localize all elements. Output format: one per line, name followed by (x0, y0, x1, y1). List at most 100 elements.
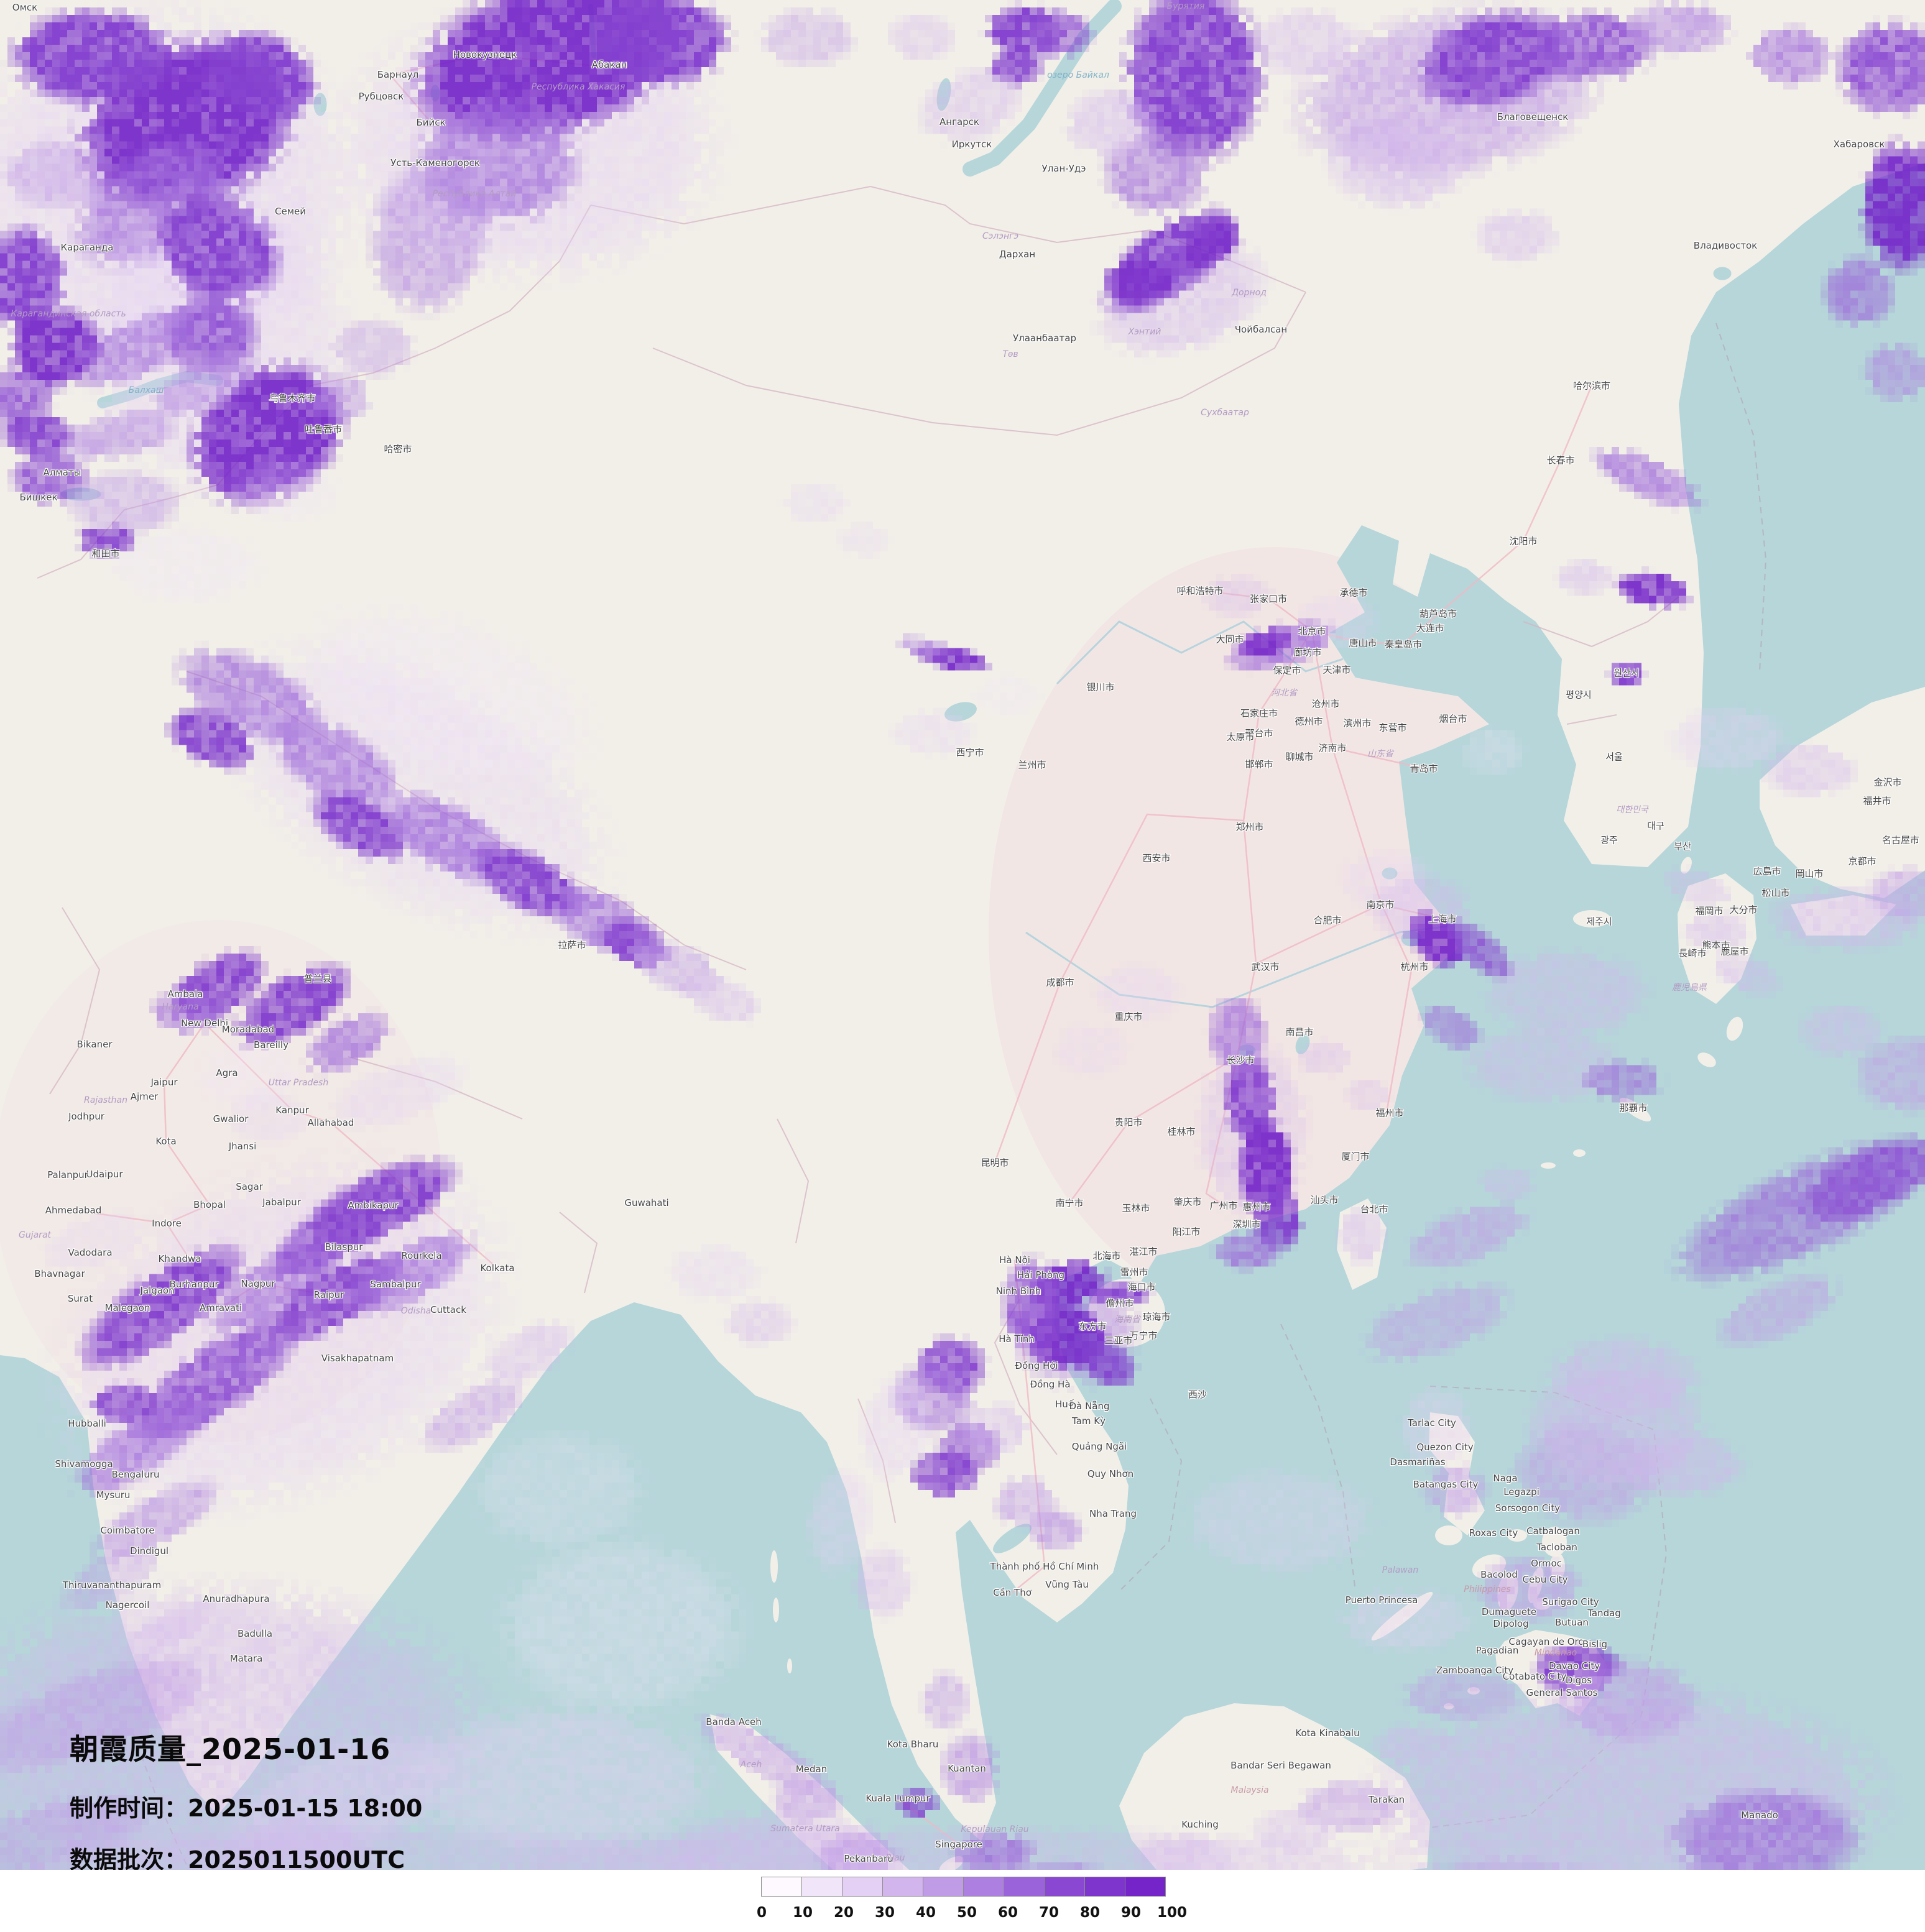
map-label: Agra (216, 1067, 238, 1079)
map-label: 哈密市 (384, 443, 412, 455)
map-label: 乌鲁木齐市 (269, 392, 316, 404)
map-label: Благовещенск (1497, 111, 1569, 122)
map-label: Барнаул (377, 69, 419, 80)
map-label: 海口市 (1127, 1281, 1156, 1293)
map-label: 대구 (1647, 820, 1664, 832)
legend-bar: 0 10 20 30 40 50 60 70 80 90 100 (0, 1870, 1925, 1932)
map-label: Hải Phòng (1017, 1269, 1065, 1281)
map-label: Rajasthan (84, 1095, 127, 1105)
map-label: 郑州市 (1235, 821, 1264, 833)
map-label: Семей (275, 206, 306, 217)
map-label: 拉萨市 (558, 939, 586, 951)
map-label: 东方市 (1078, 1320, 1107, 1332)
map-label: 深圳市 (1232, 1218, 1261, 1230)
map-label: 福井市 (1863, 795, 1891, 807)
map-label: Hubballi (68, 1418, 106, 1429)
map-label: Shivamogga (55, 1458, 113, 1470)
map-label: 岡山市 (1795, 868, 1824, 880)
map-label: 青岛市 (1410, 763, 1438, 775)
map-label: Kota Kinabalu (1295, 1727, 1360, 1739)
map-label: 上海市 (1428, 913, 1457, 925)
map-label: Cagayan de Oro (1508, 1636, 1584, 1647)
map-label: Карагандинская область (11, 309, 126, 319)
legend-swatch (1125, 1877, 1166, 1897)
legend-swatch (963, 1877, 1004, 1897)
map-label: Республика Алтай (432, 189, 517, 199)
map-label: Cần Thơ (993, 1587, 1032, 1598)
map-label: Quy Nhơn (1087, 1468, 1134, 1479)
map-label: 邯郸市 (1245, 758, 1273, 770)
map-label: Улаанбаатар (1012, 333, 1077, 344)
map-label: 呼和浩特市 (1176, 585, 1224, 597)
map-label: Jodhpur (68, 1111, 104, 1122)
map-label: Jaipur (150, 1077, 178, 1088)
map-label: 桂林市 (1167, 1126, 1196, 1138)
map-label: Quảng Ngãi (1071, 1441, 1127, 1452)
map-label: Владивосток (1693, 240, 1758, 251)
map-label: Visakhapatnam (321, 1353, 394, 1364)
map-label: Naga (1493, 1473, 1518, 1484)
map-label: Đồng Hà (1030, 1379, 1071, 1390)
map-label: 福岡市 (1695, 905, 1724, 917)
legend-tick: 90 (1120, 1905, 1142, 1921)
map-area[interactable]: Омск Караганда Карагандинская область Семей… (0, 0, 1925, 1870)
legend-swatch (1004, 1877, 1045, 1897)
map-label: Butuan (1555, 1617, 1589, 1628)
map-label: Malaysia (1230, 1785, 1269, 1795)
map-label: 부산 (1674, 840, 1691, 852)
map-label: Dindigul (129, 1545, 169, 1557)
map-label: Бишкек (19, 492, 58, 503)
map-label: 熊本市 (1702, 939, 1730, 951)
map-label: озеро Байкал (1047, 70, 1109, 80)
map-label: Kanpur (275, 1105, 309, 1116)
map-label: Huế (1055, 1399, 1074, 1410)
legend-tick: 80 (1079, 1905, 1101, 1921)
map-label: 惠州市 (1242, 1201, 1271, 1213)
map-label: Puerto Princesa (1345, 1594, 1418, 1606)
map-label: 湛江市 (1129, 1246, 1158, 1258)
map-label: 河北省 (1271, 688, 1297, 698)
map-label: 琼海市 (1142, 1311, 1171, 1323)
map-label: Чойбалсан (1234, 324, 1288, 335)
map-label: 张家口市 (1249, 593, 1288, 605)
map-label: Jabalpur (262, 1197, 301, 1208)
map-label: Сэлэнгэ (982, 231, 1019, 241)
made-time-label: 制作时间： (70, 1795, 188, 1822)
map-label: Sagar (236, 1181, 263, 1192)
map-label: 玉林市 (1122, 1202, 1150, 1214)
map-label: Catbalogan (1526, 1525, 1580, 1537)
map-label: 金沢市 (1873, 776, 1902, 788)
map-label: Bhavnagar (34, 1268, 85, 1279)
map-label: Cebu City (1522, 1574, 1568, 1585)
map-label: Tarakan (1368, 1794, 1405, 1805)
map-label: 南昌市 (1285, 1026, 1314, 1038)
map-label: Рубцовск (358, 91, 404, 102)
map-label: 唐山市 (1349, 637, 1377, 649)
map-label: Banda Aceh (706, 1716, 762, 1727)
map-label: 松山市 (1761, 887, 1790, 899)
map-label: Jalgaon (140, 1285, 175, 1296)
map-label: Anuradhapura (203, 1593, 270, 1604)
map-label: 长沙市 (1226, 1054, 1255, 1066)
map-label: 儋州市 (1106, 1297, 1134, 1309)
map-label: Tam Kỳ (1072, 1415, 1106, 1427)
map-label: 鹿屋市 (1720, 945, 1749, 957)
map-label: 서울 (1605, 751, 1623, 763)
map-label: Kuantan (948, 1763, 986, 1774)
map-label: Đà Nẵng (1069, 1401, 1110, 1412)
map-label: 山东省 (1367, 749, 1393, 759)
map-label: 银川市 (1086, 681, 1115, 693)
map-label: Aceh (740, 1760, 762, 1770)
map-label: Medan (795, 1764, 828, 1775)
map-label: 北海市 (1092, 1250, 1121, 1262)
map-label: 秦皇岛市 (1384, 638, 1423, 650)
map-label: Hà Tĩnh (999, 1333, 1035, 1345)
map-label: Дорнод (1232, 288, 1267, 298)
map-label: 南京市 (1366, 899, 1395, 911)
map-label: 武汉市 (1251, 961, 1280, 973)
map-label: Tacloban (1536, 1542, 1577, 1553)
map-label: Bikaner (76, 1039, 113, 1050)
map-label: Усть-Каменогорск (390, 157, 480, 168)
map-label: Bhopal (193, 1199, 226, 1210)
map-label: Hà Nội (999, 1254, 1030, 1266)
